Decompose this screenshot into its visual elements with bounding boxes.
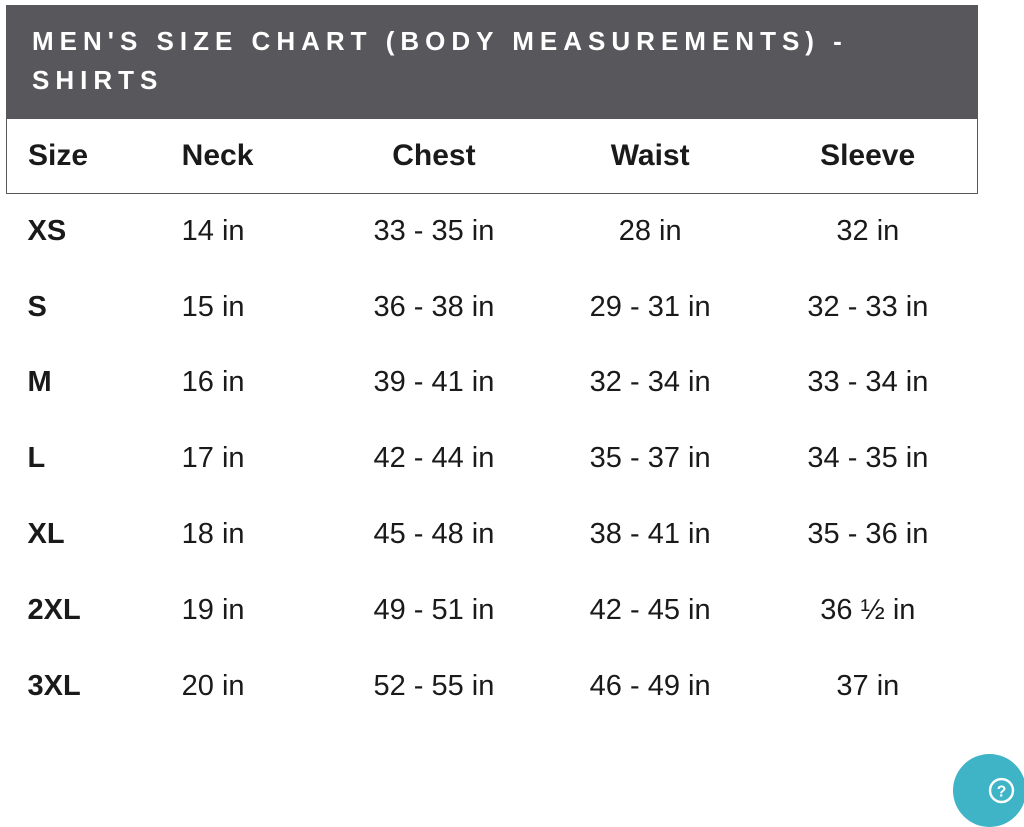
- svg-text:?: ?: [997, 784, 1007, 801]
